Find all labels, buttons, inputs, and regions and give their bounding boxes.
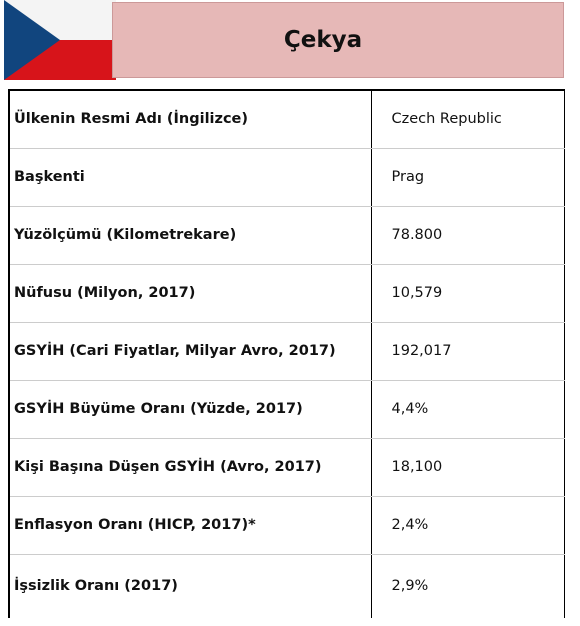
table-row: Kişi Başına Düşen GSYİH (Avro, 2017) 18,1…	[8, 438, 565, 497]
table-row: GSYİH (Cari Fiyatlar, Milyar Avro, 2017)…	[8, 322, 565, 381]
row-value: Prag	[370, 148, 565, 207]
row-label: Başkenti	[8, 148, 372, 207]
table-row: GSYİH Büyüme Oranı (Yüzde, 2017) 4,4%	[8, 380, 565, 439]
row-label: Yüzölçümü (Kilometrekare)	[8, 206, 372, 265]
row-label: Nüfusu (Milyon, 2017)	[8, 264, 372, 323]
row-label: Kişi Başına Düşen GSYİH (Avro, 2017)	[8, 438, 372, 497]
header-bar: Çekya	[112, 2, 564, 78]
table-row: Enflasyon Oranı (HICP, 2017)* 2,4%	[8, 496, 565, 555]
row-value: 4,4%	[370, 380, 565, 439]
table-row: Ülkenin Resmi Adı (İngilizce) Czech Repub…	[8, 90, 565, 149]
flag	[4, 0, 116, 80]
row-label: GSYİH (Cari Fiyatlar, Milyar Avro, 2017)	[8, 322, 372, 381]
row-label: GSYİH Büyüme Oranı (Yüzde, 2017)	[8, 380, 372, 439]
row-value: 18,100	[370, 438, 565, 497]
flag-triangle	[4, 0, 60, 80]
info-table: Ülkenin Resmi Adı (İngilizce) Czech Repub…	[8, 89, 565, 618]
table-row: İşsizlik Oranı (2017) 2,9%	[8, 554, 565, 618]
row-value: 10,579	[370, 264, 565, 323]
row-value: 192,017	[370, 322, 565, 381]
row-label: Enflasyon Oranı (HICP, 2017)*	[8, 496, 372, 555]
row-label: İşsizlik Oranı (2017)	[8, 554, 372, 618]
table-row: Başkenti Prag	[8, 148, 565, 207]
row-value: 2,9%	[370, 554, 565, 618]
title: Çekya	[283, 27, 363, 53]
row-value: Czech Republic	[370, 90, 565, 149]
row-value: 78.800	[370, 206, 565, 265]
row-label: Ülkenin Resmi Adı (İngilizce)	[8, 90, 372, 149]
table-row: Nüfusu (Milyon, 2017) 10,579	[8, 264, 565, 323]
table-row: Yüzölçümü (Kilometrekare) 78.800	[8, 206, 565, 265]
row-value: 2,4%	[370, 496, 565, 555]
